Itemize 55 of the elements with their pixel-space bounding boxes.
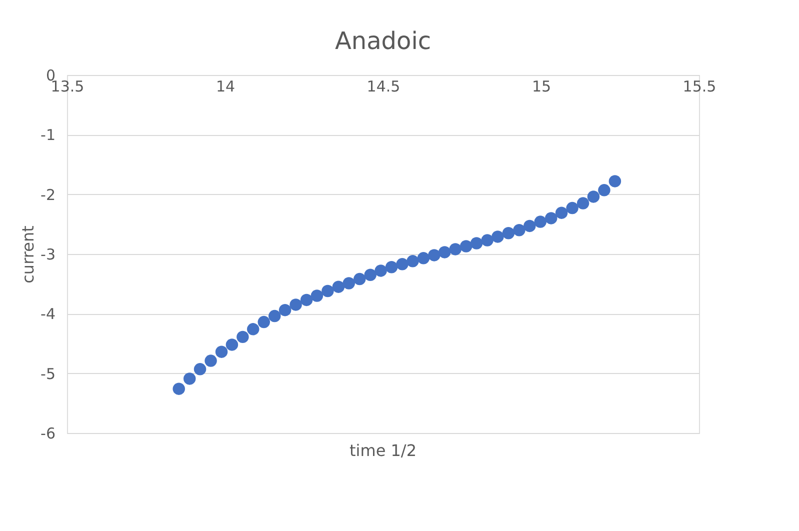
y-tick-label: -3 xyxy=(40,246,56,264)
point xyxy=(268,310,281,322)
point xyxy=(258,316,270,328)
point xyxy=(310,290,324,302)
point xyxy=(438,246,451,258)
x-tick-label: 15 xyxy=(532,78,552,96)
point xyxy=(460,240,472,252)
point xyxy=(587,190,600,203)
point xyxy=(364,268,376,281)
chart-title: Anadoic xyxy=(334,27,432,55)
point xyxy=(449,243,462,256)
point xyxy=(322,284,334,298)
point xyxy=(226,338,238,351)
point xyxy=(236,330,249,344)
point xyxy=(524,220,536,232)
point xyxy=(544,212,558,224)
y-tick-label: -2 xyxy=(40,186,56,204)
point xyxy=(194,363,206,376)
point xyxy=(566,202,578,214)
point xyxy=(183,372,196,385)
x-tick-label: 14 xyxy=(216,78,236,96)
point xyxy=(608,175,622,188)
point xyxy=(204,354,217,367)
x-tick-label: 14.5 xyxy=(366,78,400,96)
point xyxy=(278,304,292,316)
point xyxy=(396,258,408,270)
x-tick-label: 15.5 xyxy=(682,78,716,96)
point xyxy=(534,216,546,228)
point xyxy=(502,227,515,240)
point xyxy=(555,206,568,219)
y-tick-label: -5 xyxy=(40,364,56,383)
point xyxy=(353,272,366,286)
point xyxy=(332,280,345,293)
point xyxy=(374,264,387,277)
point xyxy=(513,224,526,236)
point xyxy=(481,234,494,246)
y-tick-label: -4 xyxy=(40,305,56,324)
point xyxy=(598,184,610,196)
point xyxy=(300,294,313,306)
y-tick-label: -1 xyxy=(40,126,56,144)
y-axis-title: current xyxy=(18,226,38,284)
y-tick-label: -6 xyxy=(40,424,56,442)
point xyxy=(417,252,430,264)
point xyxy=(492,230,504,243)
point xyxy=(385,261,398,274)
point xyxy=(342,277,355,290)
point xyxy=(215,346,228,358)
x-axis-title: time 1/2 xyxy=(350,441,416,460)
point xyxy=(470,237,483,250)
point xyxy=(172,382,185,395)
point xyxy=(428,249,440,262)
point xyxy=(576,197,590,210)
point xyxy=(290,298,302,311)
point xyxy=(247,323,260,336)
point xyxy=(406,255,419,268)
